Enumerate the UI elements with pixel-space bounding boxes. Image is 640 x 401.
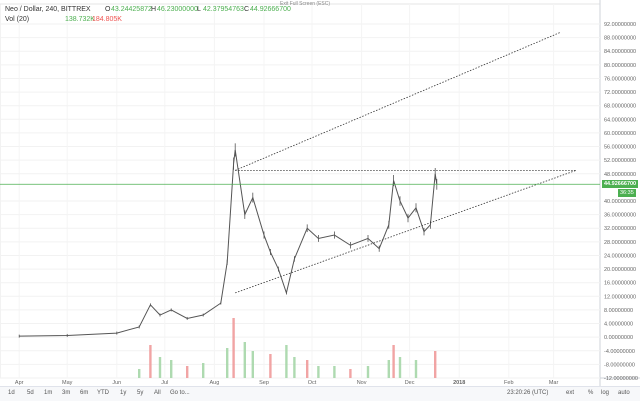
y-tick-label: -8.00000000: [604, 362, 635, 368]
plot-frame: [0, 3, 601, 379]
y-tick-label: 76.00000000: [604, 76, 636, 82]
timeframe-5y[interactable]: 5y: [137, 390, 144, 396]
x-tick-label: Dec: [405, 380, 415, 386]
y-tick-label: 28.00000000: [604, 240, 636, 246]
y-tick-label: 64.00000000: [604, 117, 636, 123]
x-tick-label: Aug: [210, 380, 220, 386]
y-tick-label: 12.00000000: [604, 294, 636, 300]
x-tick-label: Jul: [161, 380, 168, 386]
volume-bar: [243, 342, 246, 378]
volume-bar: [170, 360, 173, 378]
close-value: 44.92666700: [250, 6, 291, 13]
x-tick-label: Jun: [112, 380, 121, 386]
toggle-ext[interactable]: ext: [566, 390, 575, 396]
volume-bar: [293, 357, 296, 378]
y-tick-label: 92.00000000: [604, 22, 636, 28]
x-tick-label: Oct: [308, 380, 317, 386]
y-tick-label: 52.00000000: [604, 158, 636, 164]
volume-bar: [349, 369, 352, 378]
high-label: H: [151, 6, 157, 13]
y-tick-label: 24.00000000: [604, 253, 636, 259]
x-tick-label: 2018: [453, 380, 465, 386]
open-value: 43.24425872: [111, 6, 152, 13]
toggle-log[interactable]: log: [601, 390, 610, 396]
y-tick-label: 40.00000000: [604, 199, 636, 205]
high-value: 46.23000000: [157, 6, 198, 13]
bottom-toolbar: 1d 5d 1m 3m 6m YTD 1y 5y All Go to... 23…: [0, 386, 640, 401]
volume-bar: [306, 360, 309, 378]
x-tick-label: Mar: [549, 380, 559, 386]
y-tick-label: 8.00000000: [604, 308, 633, 314]
volume-bar: [414, 360, 418, 378]
y-tick-label: 72.00000000: [604, 90, 636, 96]
open-label: O: [105, 6, 111, 13]
y-tick-label: 88.00000000: [604, 36, 636, 42]
x-tick-label: Apr: [15, 380, 24, 386]
volume-bar: [158, 357, 162, 378]
volume-bar: [269, 354, 272, 378]
volume-bar: [149, 345, 152, 378]
y-tick-label: 0.00000000: [604, 335, 633, 341]
y-tick-label: 68.00000000: [604, 104, 636, 110]
timeframe-1y[interactable]: 1y: [120, 390, 127, 396]
current-price-tag: 44.92666700: [602, 180, 639, 189]
timeframe-6m[interactable]: 6m: [80, 390, 89, 396]
y-tick-label: 48.00000000: [604, 172, 636, 178]
toggle-auto[interactable]: auto: [618, 390, 630, 396]
volume-bar: [232, 318, 235, 378]
y-tick-label: 80.00000000: [604, 63, 636, 69]
volume-bar: [251, 351, 254, 378]
volume-bar: [226, 348, 229, 378]
volume-label: Vol (20): [5, 16, 30, 23]
symbol-title: Neo / Dollar, 240, BITTREX: [5, 6, 91, 13]
y-tick-label: 32.00000000: [604, 226, 636, 232]
y-tick-label: -4.00000000: [604, 349, 635, 355]
y-tick-label: 20.00000000: [604, 267, 636, 273]
toggle-percent[interactable]: %: [588, 390, 594, 396]
volume-bar: [434, 351, 437, 378]
y-tick-label: 4.00000000: [604, 322, 633, 328]
low-label: L: [197, 6, 201, 13]
x-tick-label: Feb: [504, 380, 513, 386]
close-label: C: [244, 6, 250, 13]
goto-date-button[interactable]: Go to...: [170, 390, 190, 396]
volume-bar: [387, 360, 390, 378]
volume-bar: [333, 366, 336, 378]
trendline-upper-channel: [235, 32, 561, 171]
y-tick-label: -12.00000000: [604, 376, 638, 382]
time-to-close-tag: 36:35: [618, 189, 636, 198]
y-tick-label: 56.00000000: [604, 145, 636, 151]
volume-bar: [138, 369, 141, 378]
x-tick-label: Sep: [259, 380, 269, 386]
timeframe-1m[interactable]: 1m: [44, 390, 53, 396]
volume-bar: [317, 366, 320, 378]
volume-bar: [285, 345, 288, 378]
low-value: 42.37954763: [203, 6, 244, 13]
volume-value-2: 184.805K: [92, 16, 122, 23]
y-tick-label: 60.00000000: [604, 131, 636, 137]
exit-fullscreen-button[interactable]: Exit Full Screen (ESC): [280, 1, 331, 7]
timeframe-all[interactable]: All: [154, 390, 161, 396]
y-tick-label: 16.00000000: [604, 281, 636, 287]
y-tick-label: 36.00000000: [604, 213, 636, 219]
timeframe-3m[interactable]: 3m: [62, 390, 71, 396]
trendline-rising-support: [235, 169, 577, 294]
volume-bar: [202, 363, 205, 378]
utc-clock: 23:20:26 (UTC): [507, 390, 549, 396]
volume-bar: [392, 345, 395, 378]
y-tick-label: 84.00000000: [604, 49, 636, 55]
chart-header: Neo / Dollar, 240, BITTREX O 43.24425872…: [0, 0, 600, 24]
volume-bar: [186, 366, 189, 378]
timeframe-ytd[interactable]: YTD: [97, 390, 109, 396]
timeframe-1d[interactable]: 1d: [8, 390, 15, 396]
volume-bar: [398, 357, 402, 378]
timeframe-5d[interactable]: 5d: [27, 390, 34, 396]
volume-value-1: 138.732K: [65, 16, 95, 23]
x-tick-label: May: [62, 380, 73, 386]
volume-bar: [366, 366, 370, 378]
x-tick-label: Nov: [357, 380, 367, 386]
